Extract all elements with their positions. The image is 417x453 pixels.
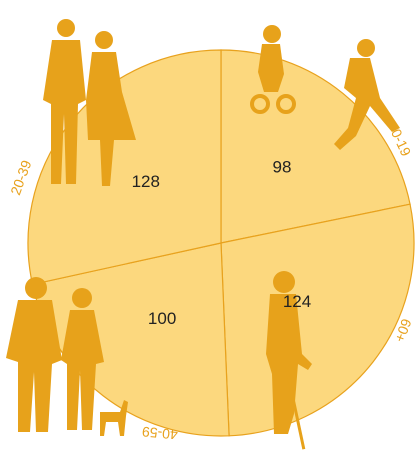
silhouette [357, 39, 375, 57]
silhouette [100, 400, 128, 436]
silhouette [273, 271, 295, 293]
silhouette [72, 288, 92, 308]
silhouette [263, 25, 281, 43]
value-label: 100 [148, 309, 176, 328]
category-label: 20-39 [7, 158, 34, 197]
silhouette [25, 277, 47, 299]
category-label: 40-59 [141, 424, 178, 443]
value-label: 98 [273, 158, 292, 177]
silhouette [95, 31, 113, 49]
silhouette [57, 19, 75, 37]
value-label: 128 [132, 172, 160, 191]
silhouette [258, 44, 284, 92]
silhouette [6, 300, 62, 432]
value-label: 124 [283, 292, 311, 311]
pie-slice [221, 204, 414, 436]
chart: 980-1912460+10040-5912820-39 [0, 0, 417, 453]
